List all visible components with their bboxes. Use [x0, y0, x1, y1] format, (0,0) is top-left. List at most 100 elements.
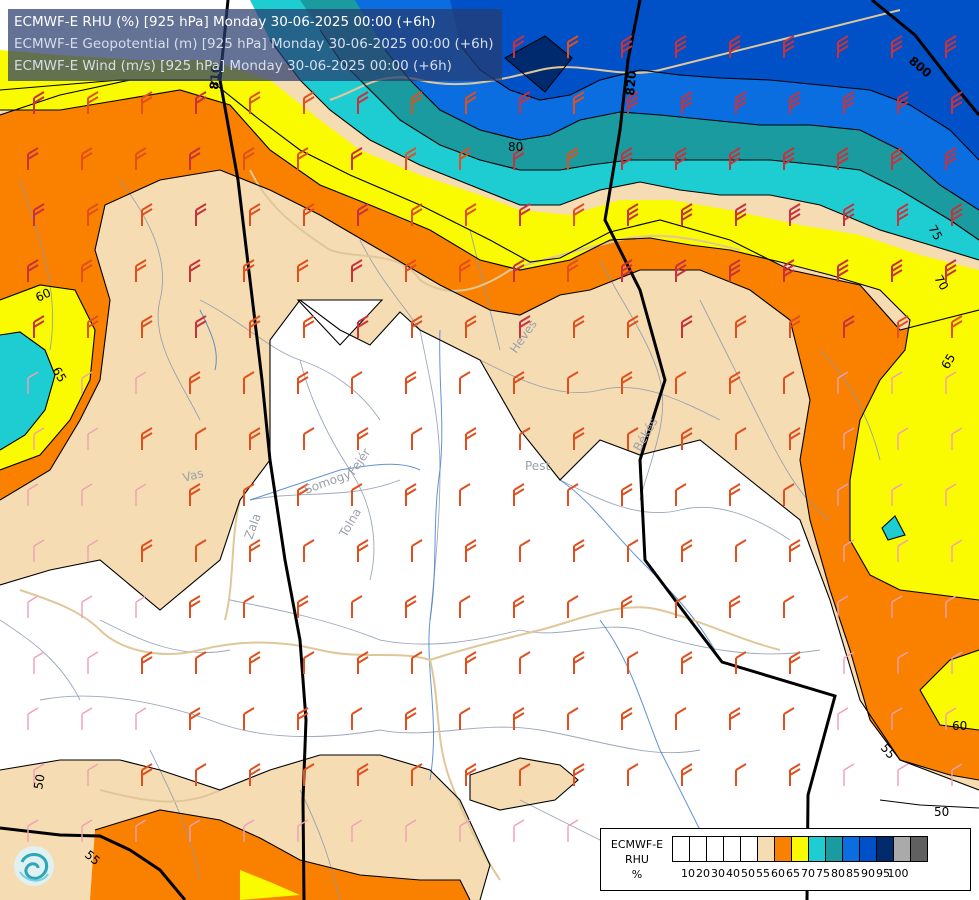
rhu-label-50-right: 50	[934, 805, 949, 819]
wind-barb	[87, 91, 99, 114]
wind-barb	[81, 147, 93, 170]
rhu-90-patch	[505, 36, 572, 92]
legend-tick: 60	[771, 867, 785, 880]
wind-barb	[735, 203, 747, 226]
wind-barb	[519, 763, 531, 786]
wind-barbs-medium	[81, 35, 963, 786]
wind-barb	[681, 763, 693, 786]
wind-barb	[195, 763, 207, 786]
wind-barb	[297, 483, 309, 506]
wind-barb	[945, 35, 957, 58]
wind-barb	[411, 427, 423, 450]
wind-barb	[843, 763, 855, 786]
wind-barb	[465, 539, 477, 562]
wind-barb	[843, 315, 855, 338]
wind-barb	[513, 707, 525, 730]
wind-barb	[189, 371, 201, 394]
wind-barb	[621, 595, 633, 618]
wind-barb	[681, 427, 693, 450]
wind-barb	[351, 483, 363, 506]
wind-barb	[87, 651, 99, 674]
wind-barb	[303, 763, 315, 786]
wind-barb	[675, 371, 687, 394]
legend-swatch	[876, 836, 894, 862]
wind-barb	[843, 91, 855, 114]
wind-barb	[351, 707, 363, 730]
wind-barb	[465, 651, 477, 674]
wind-barb	[837, 707, 849, 730]
wind-barb	[87, 203, 99, 226]
wind-barb	[627, 651, 639, 674]
wind-barb	[411, 539, 423, 562]
wind-barb	[357, 427, 369, 450]
wind-barb	[465, 203, 477, 226]
wind-barb	[459, 259, 471, 282]
wind-barb	[249, 539, 261, 562]
wind-barb	[621, 147, 633, 170]
rhu-label-65-left: 65	[49, 365, 69, 385]
wind-barb	[459, 147, 471, 170]
wind-barb	[195, 315, 207, 338]
wind-barb	[81, 371, 93, 394]
wind-barb	[33, 763, 45, 786]
wind-barb	[789, 651, 801, 674]
wind-barb	[573, 651, 585, 674]
legend-tick: 80	[831, 867, 845, 880]
wind-barb	[567, 259, 579, 282]
wind-barb	[27, 707, 39, 730]
wind-barb	[81, 483, 93, 506]
geopotential-label-820: 820	[623, 70, 639, 96]
wind-barb	[27, 483, 39, 506]
wind-barb	[87, 427, 99, 450]
wind-barb	[951, 763, 963, 786]
wind-barb	[243, 707, 255, 730]
wind-barb	[675, 483, 687, 506]
wind-barb	[783, 371, 795, 394]
wind-barb	[627, 763, 639, 786]
wind-barb	[141, 651, 153, 674]
legend-swatch	[672, 836, 690, 862]
wind-barb	[351, 595, 363, 618]
title-geopotential: ECMWF-E Geopotential (m) [925 hPa] Monda…	[14, 36, 494, 52]
wind-barb	[945, 371, 957, 394]
wind-barb	[357, 539, 369, 562]
wind-barb	[951, 539, 963, 562]
legend-swatch	[808, 836, 826, 862]
wind-barb	[681, 651, 693, 674]
wind-barb	[945, 595, 957, 618]
wind-barb	[33, 427, 45, 450]
wind-barb	[189, 595, 201, 618]
wind-barb	[573, 539, 585, 562]
wind-barb	[405, 707, 417, 730]
wind-barb	[837, 259, 849, 282]
wind-barb	[513, 147, 525, 170]
wind-barb	[465, 427, 477, 450]
swirl-logo	[14, 846, 54, 886]
wind-barb	[243, 483, 255, 506]
wind-barb	[621, 483, 633, 506]
wind-barb	[729, 371, 741, 394]
legend-ticks: 10 20 30 40 50 55 60 65 70 75 80 85 90 95 100	[673, 867, 973, 881]
wind-barb	[243, 371, 255, 394]
legend-tick: 55	[756, 867, 770, 880]
wind-barb	[459, 371, 471, 394]
place-vas: Vas	[181, 466, 205, 485]
wind-barb	[843, 651, 855, 674]
wind-barb	[27, 595, 39, 618]
wind-barb	[519, 651, 531, 674]
wind-barb	[249, 651, 261, 674]
wind-barb	[303, 315, 315, 338]
country-borders	[19, 9, 901, 881]
rhu-label-80-top: 80	[508, 140, 523, 154]
wind-barb	[951, 427, 963, 450]
wind-barb	[951, 651, 963, 674]
wind-barb	[735, 91, 747, 114]
wind-barb	[411, 651, 423, 674]
wind-barb	[837, 35, 849, 58]
wind-barb	[357, 203, 369, 226]
rhu-label-70-right: 70	[931, 273, 951, 293]
wind-barb	[897, 539, 909, 562]
wind-barb	[189, 147, 201, 170]
wind-barb	[627, 91, 639, 114]
wind-barb	[33, 91, 45, 114]
